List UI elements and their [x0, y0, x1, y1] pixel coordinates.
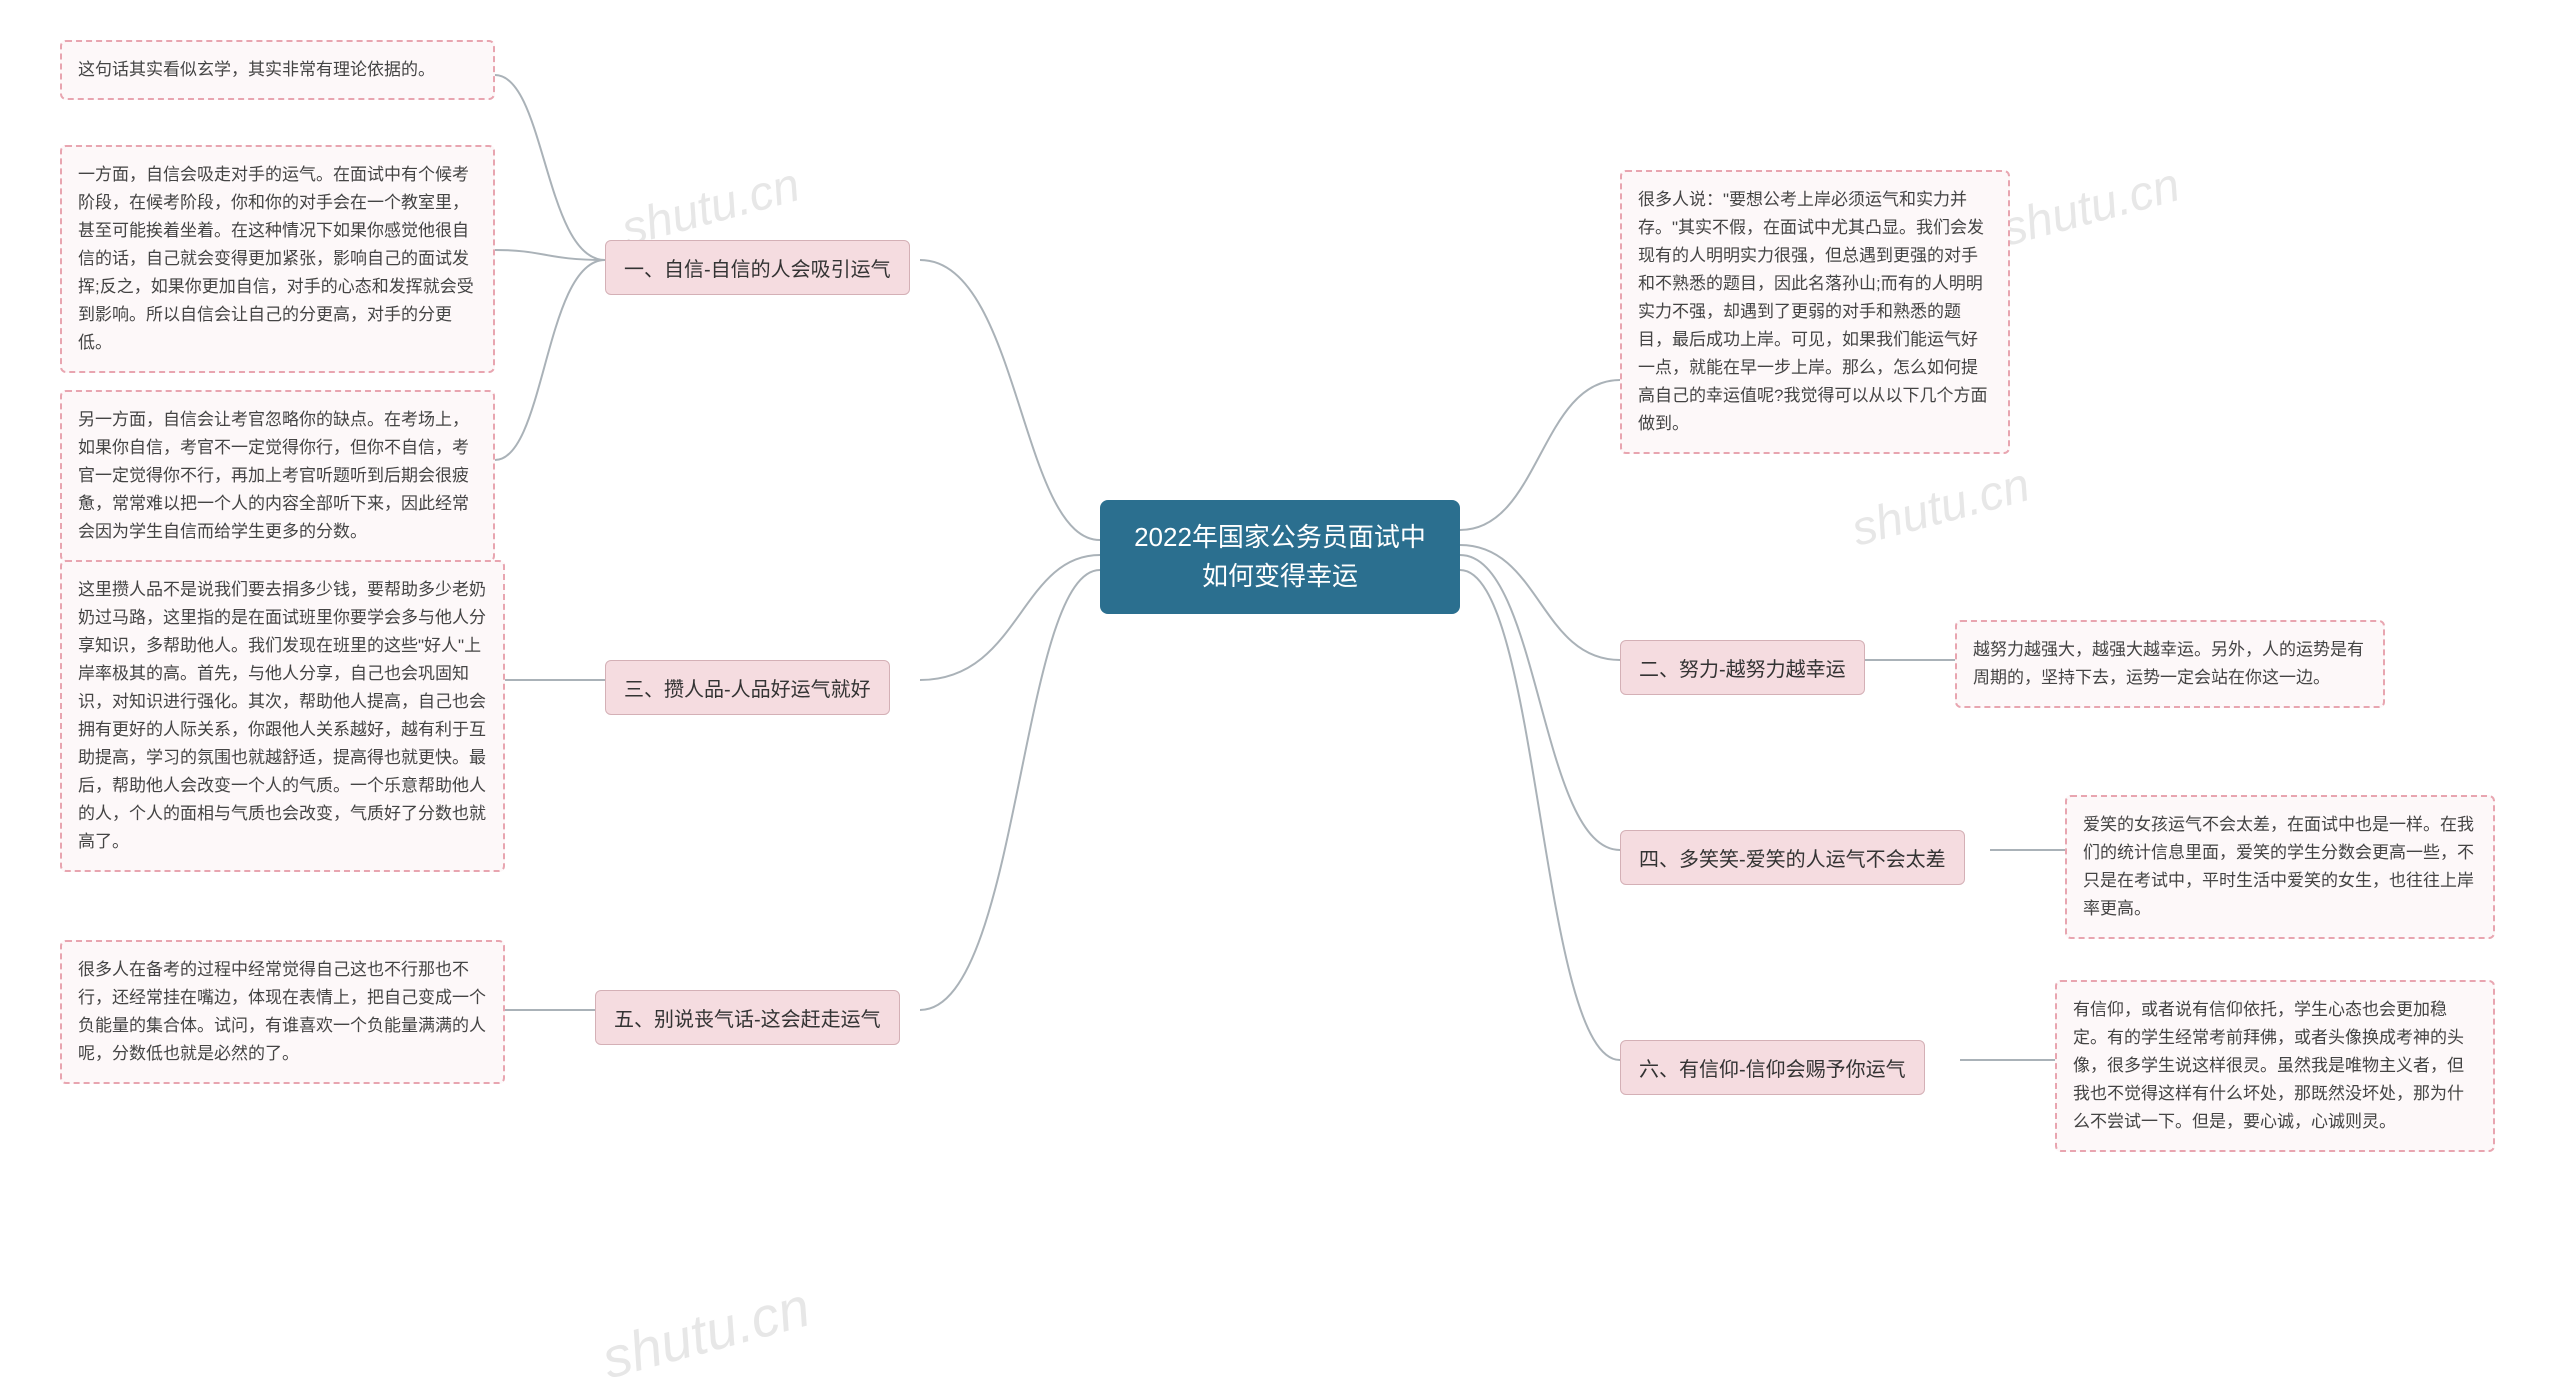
branch-faith[interactable]: 六、有信仰-信仰会赐予你运气: [1620, 1040, 1925, 1095]
watermark: shutu.cn: [1996, 157, 2186, 257]
watermark: shutu.cn: [1846, 457, 2036, 557]
leaf-b1-1[interactable]: 这句话其实看似玄学，其实非常有理论依据的。: [60, 40, 495, 100]
leaf-b4-1[interactable]: 爱笑的女孩运气不会太差，在面试中也是一样。在我们的统计信息里面，爱笑的学生分数会…: [2065, 795, 2495, 939]
branch-no-negative[interactable]: 五、别说丧气话-这会赶走运气: [595, 990, 900, 1045]
watermark: shutu.cn: [595, 1274, 816, 1391]
center-title-line1: 2022年国家公务员面试中: [1130, 518, 1430, 557]
branch-effort[interactable]: 二、努力-越努力越幸运: [1620, 640, 1865, 695]
center-node[interactable]: 2022年国家公务员面试中 如何变得幸运: [1100, 500, 1460, 614]
leaf-b1-3[interactable]: 另一方面，自信会让考官忽略你的缺点。在考场上，如果你自信，考官不一定觉得你行，但…: [60, 390, 495, 562]
branch-goodwill[interactable]: 三、攒人品-人品好运气就好: [605, 660, 890, 715]
leaf-b6-1[interactable]: 有信仰，或者说有信仰依托，学生心态也会更加稳定。有的学生经常考前拜佛，或者头像换…: [2055, 980, 2495, 1152]
leaf-b2-1[interactable]: 越努力越强大，越强大越幸运。另外，人的运势是有周期的，坚持下去，运势一定会站在你…: [1955, 620, 2385, 708]
branch-smile[interactable]: 四、多笑笑-爱笑的人运气不会太差: [1620, 830, 1965, 885]
leaf-b1-2[interactable]: 一方面，自信会吸走对手的运气。在面试中有个候考阶段，在候考阶段，你和你的对手会在…: [60, 145, 495, 373]
branch-confidence[interactable]: 一、自信-自信的人会吸引运气: [605, 240, 910, 295]
intro-leaf[interactable]: 很多人说："要想公考上岸必须运气和实力并存。"其实不假，在面试中尤其凸显。我们会…: [1620, 170, 2010, 454]
center-title-line2: 如何变得幸运: [1130, 557, 1430, 596]
leaf-b3-1[interactable]: 这里攒人品不是说我们要去捐多少钱，要帮助多少老奶奶过马路，这里指的是在面试班里你…: [60, 560, 505, 872]
leaf-b5-1[interactable]: 很多人在备考的过程中经常觉得自己这也不行那也不行，还经常挂在嘴边，体现在表情上，…: [60, 940, 505, 1084]
